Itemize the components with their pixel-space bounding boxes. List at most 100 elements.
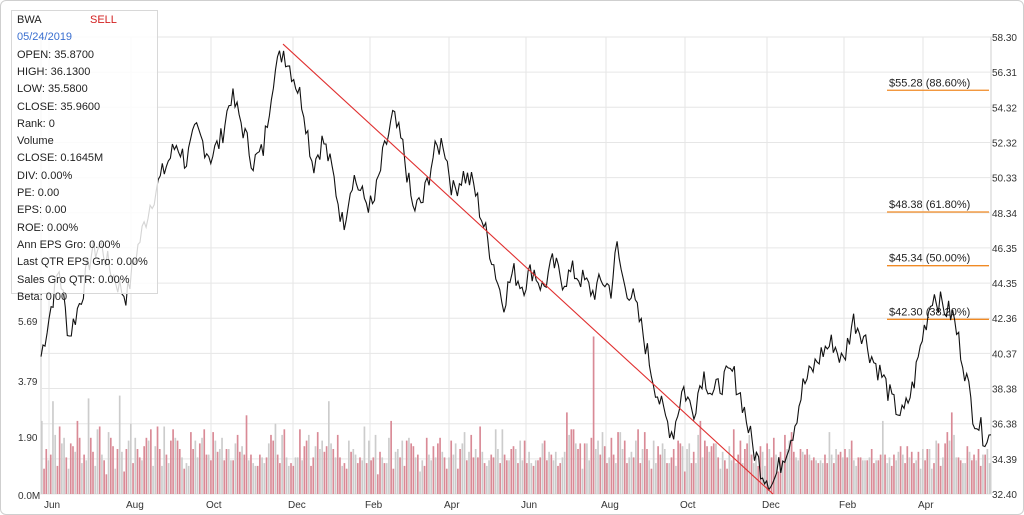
ticker-symbol: BWA (17, 14, 42, 26)
volume-bar (523, 440, 526, 494)
volume-bar (385, 463, 388, 494)
volume-bar (174, 437, 177, 495)
volume-bar (659, 454, 662, 494)
volume-bar (641, 449, 644, 494)
price-line (40, 50, 992, 492)
volume-bar (537, 460, 539, 495)
volume-bar (67, 468, 70, 494)
volume-bar (953, 434, 955, 494)
volume-bar (272, 440, 275, 494)
volume-bar (619, 432, 622, 494)
volume-bar (47, 460, 50, 495)
volume-bar (134, 437, 137, 495)
volume-bar (681, 446, 684, 494)
volume-bar (739, 440, 742, 494)
volume-bar (590, 437, 593, 495)
volume-bar (125, 449, 128, 494)
volume-bar (114, 468, 117, 494)
volume-bar (225, 449, 228, 494)
volume-bar (881, 420, 884, 494)
volume-bar (56, 465, 59, 494)
volume-bar (52, 401, 54, 494)
volume-bar (172, 429, 174, 494)
volume-bar (548, 451, 550, 494)
volume-bar (688, 443, 691, 494)
volume-bar (657, 446, 659, 494)
volume-bar (492, 457, 495, 494)
volume-bar (488, 460, 490, 495)
volume-bar (532, 465, 535, 494)
volume-bar (839, 451, 842, 494)
volume-bar (541, 443, 544, 494)
volume-bar (893, 454, 895, 494)
roe-value: ROE: 0.00% (17, 221, 79, 234)
volume-bar (683, 471, 686, 494)
price-tick-label: 36.38 (992, 420, 1017, 431)
volume-bar (574, 443, 577, 494)
volume-bar (721, 451, 724, 494)
volume-bar (946, 432, 949, 494)
volume-bar (964, 463, 966, 494)
volume-bar (334, 457, 337, 494)
volume-bar (610, 437, 613, 495)
volume-bar (336, 434, 339, 494)
volume-bar (579, 443, 582, 494)
volume-bar (118, 395, 121, 494)
volume-bar (452, 454, 455, 494)
volume-bar (316, 432, 319, 494)
x-tick-label: Feb (839, 500, 857, 511)
volume-bar (737, 454, 740, 494)
volume-tick-label: 1.90 (18, 433, 38, 444)
volume-bar (78, 437, 81, 495)
volume-bar (441, 451, 444, 494)
volume-bar (690, 463, 693, 494)
volume-bar (784, 434, 786, 494)
volume-bar (726, 468, 728, 494)
volume-bar (307, 434, 310, 494)
volume-bar (543, 440, 546, 494)
volume-bar (261, 457, 263, 494)
volume-bar (615, 463, 617, 494)
grid-lines (40, 36, 992, 495)
volume-bar (183, 468, 186, 494)
volume-bar (626, 463, 628, 494)
volume-bar (314, 446, 317, 494)
volume-bar (190, 432, 192, 494)
volume-bar (922, 449, 924, 494)
volume-bar (672, 449, 675, 494)
rank-value: Rank: 0 (17, 117, 55, 130)
volume-bar (465, 460, 468, 495)
volume-tick-label: 0.0M (18, 491, 40, 502)
volume-bar (708, 451, 711, 494)
volume-bar (572, 429, 575, 494)
price-tick-label: 44.35 (992, 279, 1017, 290)
volume-bar (746, 443, 748, 494)
volume-bar (96, 429, 99, 494)
volume-bar (437, 443, 439, 494)
volume-bar (701, 457, 704, 494)
volume-bar (597, 440, 599, 494)
volume-bar (432, 446, 435, 494)
volume-bar (930, 468, 933, 494)
x-tick-label: Jun (521, 500, 537, 511)
volume-bar (81, 463, 83, 494)
volume-bar (552, 460, 555, 495)
volume-bar (89, 437, 92, 495)
volume-bar (439, 437, 441, 495)
volume-bar (766, 443, 768, 494)
volume-bar (712, 443, 715, 494)
volume-bar (815, 460, 817, 495)
volume-bar (679, 443, 682, 494)
price-tick-label: 50.33 (992, 174, 1017, 185)
volume-bar (129, 423, 132, 494)
volume-bar (635, 440, 637, 494)
volume-bar (388, 437, 390, 495)
volume-bar (924, 460, 926, 495)
volume-bar (74, 451, 77, 494)
volume-bar (170, 440, 172, 494)
volume-bar (430, 460, 433, 495)
volume-bar (85, 460, 88, 495)
volume-bar (474, 449, 477, 494)
volume-bar (864, 460, 866, 495)
volume-bar (764, 465, 766, 494)
